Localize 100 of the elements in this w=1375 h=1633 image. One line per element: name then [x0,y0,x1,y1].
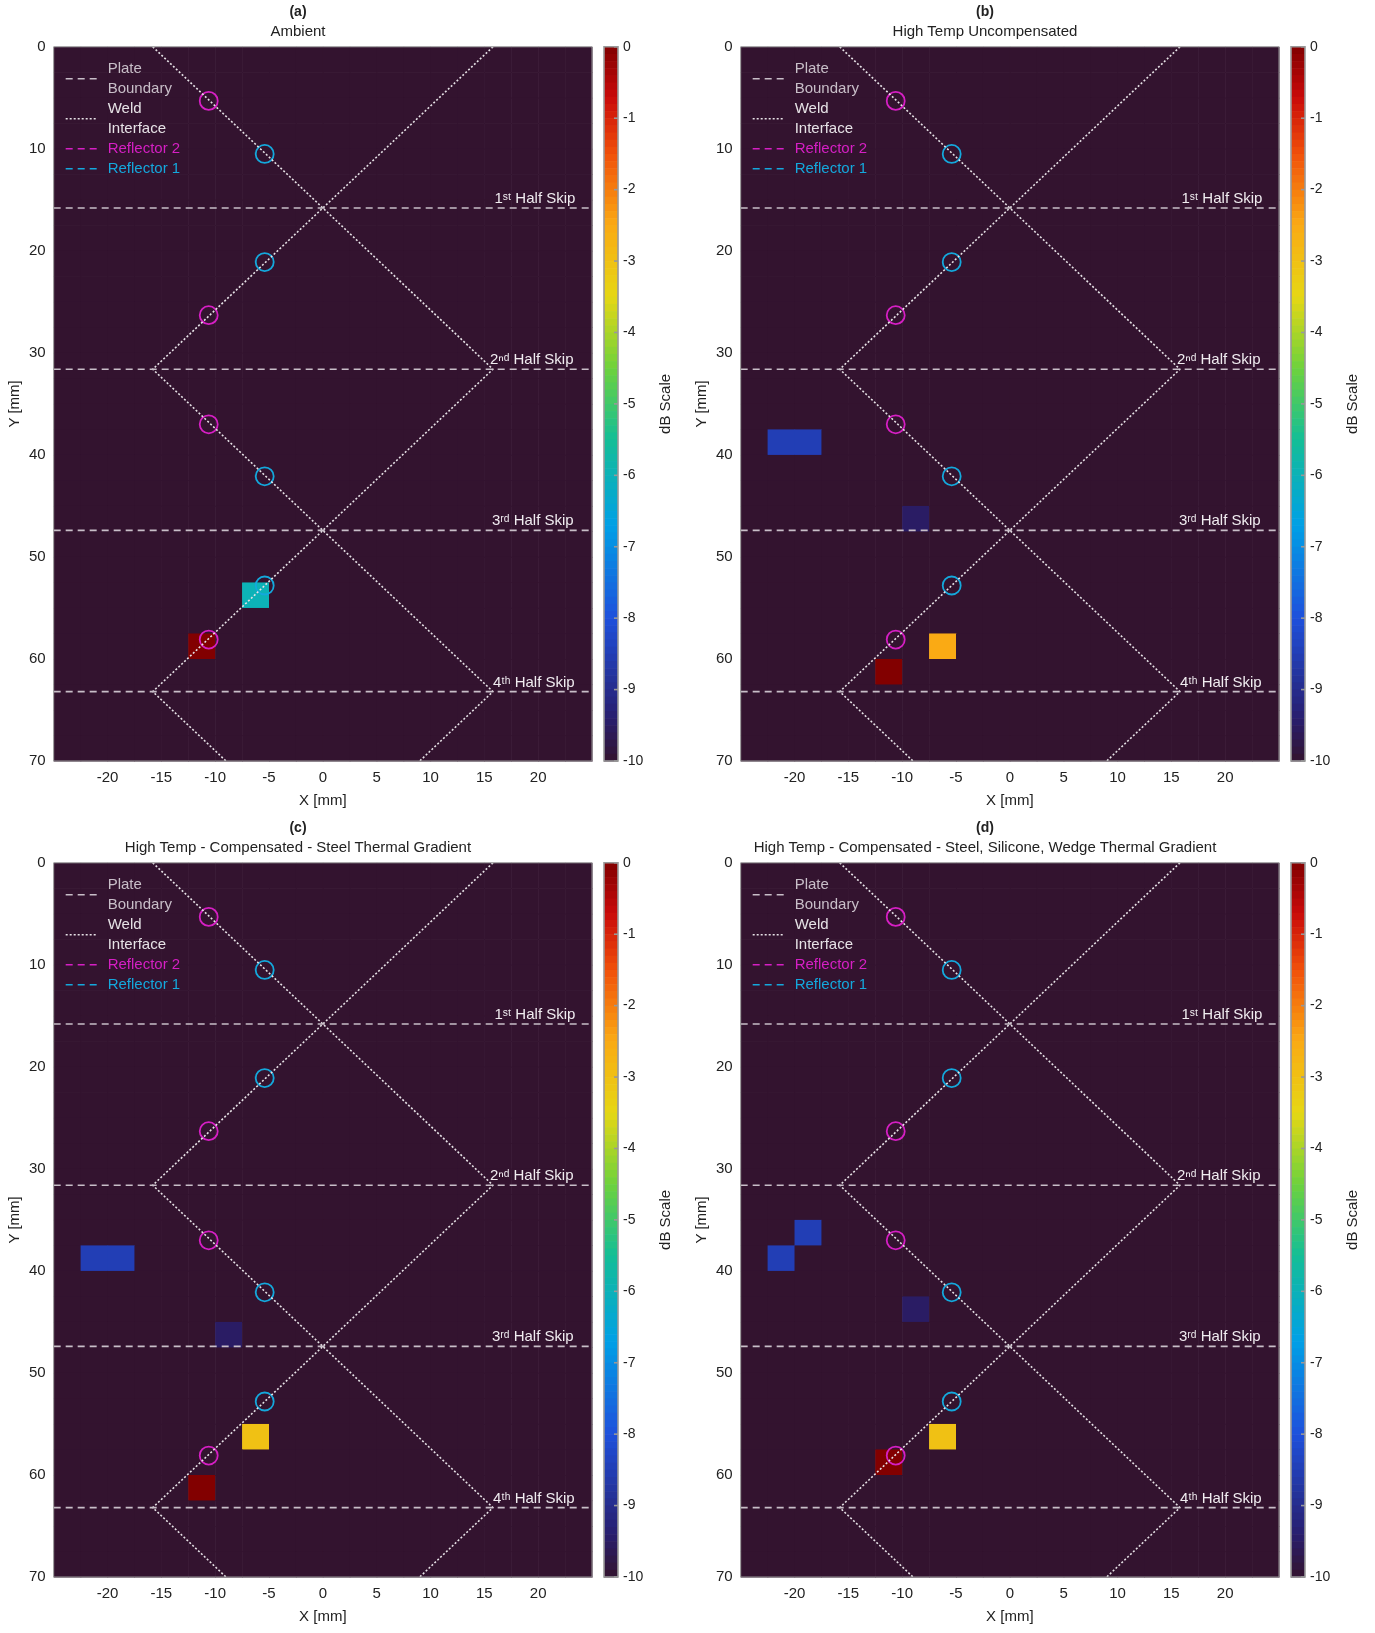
color-bar-label: -1 [623,109,636,126]
x-tick-label: -15 [837,1584,860,1602]
color-bar-label: -10 [1310,751,1331,768]
legend-label: Plate Boundary [794,58,860,96]
x-tick-label: -5 [262,1584,276,1602]
x-tick-label: 0 [318,768,328,786]
color-bar-label: -5 [1310,1210,1323,1227]
y-tick-label: 20 [716,1057,733,1074]
y-tick-label: 10 [29,954,46,972]
y-tick-label: 50 [716,1363,733,1381]
chart-title: (a) [289,3,307,20]
chart-subtitle: Ambient [270,21,327,39]
color-bar-label: -7 [1310,537,1323,554]
x-tick-label: -15 [150,768,173,786]
x-tick-label: 0 [318,1584,328,1602]
color-bar-label: -9 [1310,1496,1323,1513]
color-bar-title: dB Scale [656,373,674,434]
x-tick-label: -10 [204,1584,227,1602]
y-tick-label: 40 [29,445,46,463]
color-bar-label: -5 [1310,394,1323,411]
color-bar-label: -7 [1310,1353,1323,1370]
y-tick-label: 10 [716,954,733,972]
y-tick-label: 50 [29,1363,46,1381]
color-bar-label: -10 [623,1567,644,1584]
y-tick-label: 70 [29,1567,46,1585]
y-tick-label: 0 [724,36,733,54]
legend-label: Weld Interface [794,98,854,136]
y-tick-label: 0 [724,852,733,870]
chart-subtitle: High Temp - Compensated - Steel, Silicone, Wedge Thermal Gradient [753,837,1218,855]
y-tick-label: 60 [716,1465,733,1483]
color-bar-label: -5 [623,394,636,411]
annotation: 1ˢᵗ Half Skip [494,1005,576,1023]
legend-label: Reflector 2 [107,138,181,156]
color-bar-label: -8 [623,1425,636,1442]
legend-label: Reflector 1 [794,974,868,992]
legend-label: Reflector 1 [107,158,181,176]
legend-label: Weld Interface [107,98,167,136]
y-tick-label: 70 [716,751,733,769]
color-bar-label: -6 [1310,1282,1323,1299]
color-bar-label: 0 [1310,37,1318,54]
y-tick-label: 60 [716,649,733,667]
x-tick-label: -10 [891,1584,914,1602]
legend-label: Reflector 1 [107,974,181,992]
annotation: 4ᵗʰ Half Skip [493,672,575,690]
x-axis-title: X [mm] [986,1607,1034,1625]
x-axis-title: X [mm] [299,791,347,809]
color-bar-label: -1 [623,925,636,942]
color-bar-title: dB Scale [1343,373,1361,434]
legend-label: Plate Boundary [107,874,173,912]
legend-label: Plate Boundary [107,58,173,96]
color-bar-label: -8 [1310,609,1323,626]
x-tick-label: 10 [422,768,439,786]
x-tick-label: 20 [529,768,547,786]
color-bar-label: -2 [1310,996,1323,1013]
y-tick-label: 60 [29,1465,46,1483]
color-bar-label: 0 [623,37,631,54]
color-bar-label: -3 [1310,1067,1323,1084]
color-bar-label: -3 [623,251,636,268]
x-tick-label: -10 [204,768,227,786]
chart-title: (d) [976,819,994,836]
y-tick-label: 20 [29,241,46,258]
x-tick-label: 20 [529,1584,547,1602]
y-axis-title: Y [mm] [692,1196,710,1244]
y-tick-label: 30 [716,1159,733,1177]
x-tick-label: 10 [1109,768,1126,786]
y-tick-label: 0 [37,852,46,870]
x-axis-title: X [mm] [986,791,1034,809]
legend-label: Reflector 2 [794,954,868,972]
y-tick-label: 70 [29,751,46,769]
color-bar-label: -8 [623,609,636,626]
color-bar-label: -1 [1310,109,1323,126]
y-tick-label: 40 [29,1261,46,1279]
annotation: 4ᵗʰ Half Skip [493,1488,575,1506]
annotation: 2ⁿᵈ Half Skip [1176,350,1261,368]
color-bar-label: -4 [623,323,636,340]
color-bar-label: -3 [623,1067,636,1084]
y-tick-label: 40 [716,445,733,463]
color-bar-label: -8 [1310,1425,1323,1442]
legend-label: Reflector 2 [107,954,181,972]
y-axis-title: Y [mm] [5,1196,23,1244]
color-bar-label: -9 [623,1496,636,1513]
color-bar-label: -2 [623,180,636,197]
annotation: 3ʳᵈ Half Skip [491,1327,574,1345]
color-bar-label: -10 [1310,1567,1331,1584]
color-bar-label: -6 [1310,466,1323,483]
color-bar-label: -7 [623,1353,636,1370]
y-tick-label: 30 [29,1159,46,1177]
color-bar-label: -6 [623,466,636,483]
color-bar-label: -4 [623,1139,636,1156]
legend-label: Reflector 2 [794,138,868,156]
x-tick-label: -20 [96,768,119,786]
annotation: 3ʳᵈ Half Skip [1178,511,1261,529]
chart-subtitle: High Temp Uncompensated [892,21,1078,39]
chart-subtitle: High Temp - Compensated - Steel Thermal Gradient [124,837,472,855]
annotation: 1ˢᵗ Half Skip [1181,189,1263,207]
color-bar-label: -2 [1310,180,1323,197]
color-bar-label: -10 [623,751,644,768]
color-bar-label: -4 [1310,1139,1323,1156]
color-bar-label: -9 [623,680,636,697]
annotation: 4ᵗʰ Half Skip [1180,672,1262,690]
